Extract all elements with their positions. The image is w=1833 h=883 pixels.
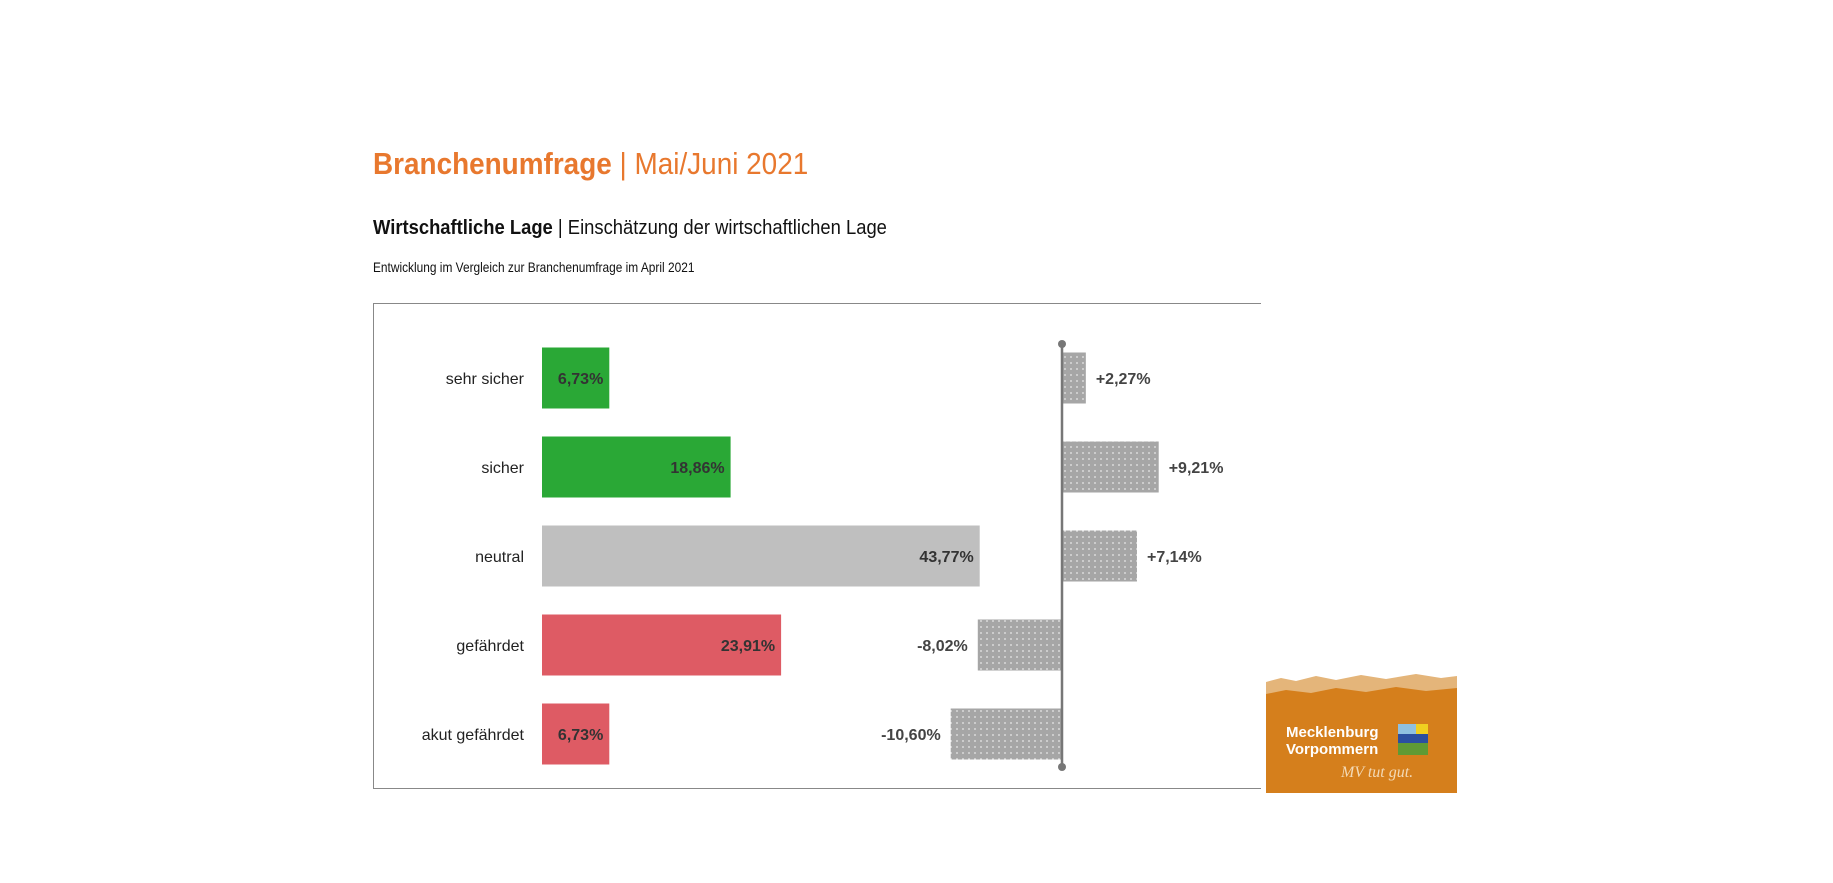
bar-4 bbox=[542, 703, 610, 765]
delta-value-label: +7,14% bbox=[1147, 549, 1202, 566]
delta-bar-0 bbox=[1062, 352, 1086, 404]
category-label: akut gefährdet bbox=[422, 727, 525, 744]
chart-note: Entwicklung im Vergleich zur Branchenumf… bbox=[373, 259, 695, 275]
category-label: sicher bbox=[481, 460, 524, 477]
mv-logo: Mecklenburg Vorpommern MV tut gut. bbox=[1266, 674, 1457, 793]
delta-bar-3 bbox=[977, 619, 1062, 671]
bar-value-label: 6,73% bbox=[558, 727, 603, 744]
page-title: Branchenumfrage | Mai/Juni 2021 bbox=[373, 146, 809, 181]
category-label: gefährdet bbox=[456, 638, 524, 655]
bar-value-label: 18,86% bbox=[670, 460, 724, 477]
delta-value-label: +2,27% bbox=[1096, 371, 1151, 388]
delta-bar-2 bbox=[1062, 530, 1137, 582]
bar-value-label: 6,73% bbox=[558, 371, 603, 388]
bar-1 bbox=[542, 436, 731, 498]
delta-value-label: +9,21% bbox=[1169, 460, 1224, 477]
bar-value-label: 43,77% bbox=[919, 549, 973, 566]
delta-value-label: -10,60% bbox=[881, 727, 941, 744]
bar-value-label: 23,91% bbox=[721, 638, 775, 655]
svg-text:Vorpommern: Vorpommern bbox=[1286, 741, 1378, 758]
bar-3 bbox=[542, 614, 782, 676]
delta-value-label: -8,02% bbox=[917, 638, 968, 655]
delta-bar-4 bbox=[950, 708, 1062, 760]
bar-2 bbox=[542, 525, 980, 587]
bar-0 bbox=[542, 347, 610, 409]
category-label: neutral bbox=[475, 549, 524, 566]
category-label: sehr sicher bbox=[446, 371, 525, 388]
svg-text:MV tut gut.: MV tut gut. bbox=[1340, 764, 1413, 781]
chart-frame bbox=[373, 303, 1261, 789]
chart-subtitle: Wirtschaftliche Lage | Einschätzung der … bbox=[373, 217, 887, 239]
axis-end-marker bbox=[1058, 763, 1066, 771]
delta-bar-1 bbox=[1062, 441, 1159, 493]
axis-end-marker bbox=[1058, 340, 1066, 348]
svg-text:Mecklenburg: Mecklenburg bbox=[1286, 724, 1379, 741]
